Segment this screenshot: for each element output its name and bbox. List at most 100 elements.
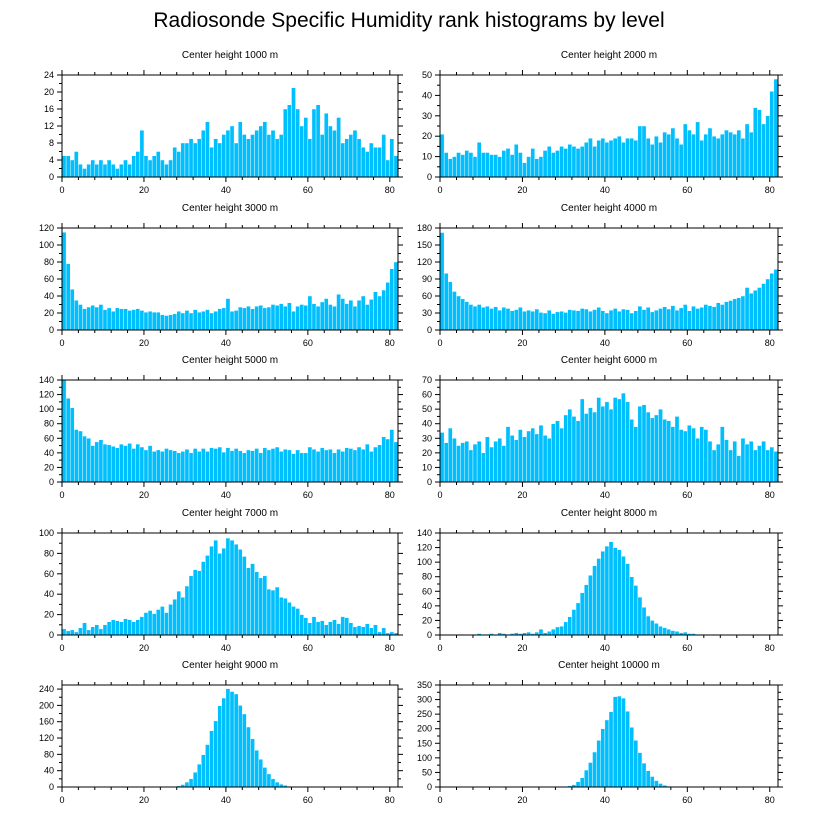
histogram-bar	[393, 155, 399, 178]
histogram-bar	[522, 162, 527, 178]
histogram-bar	[262, 767, 268, 788]
histogram-bar	[69, 289, 75, 331]
histogram-bar	[588, 407, 593, 483]
y-tick-label: 0	[427, 782, 432, 792]
panel-title: Center height 8000 m	[561, 508, 657, 519]
histogram-bar	[501, 307, 507, 331]
histogram-bar	[303, 305, 309, 331]
histogram-bar	[324, 113, 329, 178]
histogram-bar	[485, 152, 490, 178]
x-tick-label: 20	[517, 795, 527, 805]
histogram-bar	[736, 297, 742, 331]
histogram-panel: 0 20 40 60 80 0 20 40 60 80 100 120 Center height 30…	[39, 203, 403, 348]
y-tick-label: 10	[422, 152, 432, 162]
histogram-bar	[348, 448, 354, 483]
histogram-bar	[221, 451, 227, 483]
histogram-bar	[131, 448, 136, 483]
x-tick-label: 80	[765, 185, 775, 195]
histogram-bar	[106, 307, 112, 331]
histogram-panel: 0 20 40 60 80 0 4 8 12 16 20 24 Center height 1000 m	[44, 50, 403, 195]
y-tick-label: 200	[39, 700, 54, 710]
histogram-bar	[217, 308, 223, 331]
histogram-bar	[592, 565, 597, 636]
histogram-bar	[485, 436, 490, 483]
histogram-bar	[761, 123, 766, 178]
histogram-bar	[715, 138, 721, 178]
histogram-bar	[131, 155, 136, 178]
histogram-bar	[600, 551, 606, 636]
histogram-bar	[65, 155, 71, 178]
histogram-bar	[160, 451, 165, 483]
histogram-bar	[509, 435, 515, 483]
histogram-bar	[699, 140, 705, 178]
histogram-bar	[102, 443, 108, 483]
histogram-bar	[147, 311, 153, 331]
histogram-bar	[324, 624, 329, 636]
histogram-bar	[385, 159, 391, 178]
panel-title: Center height 6000 m	[561, 355, 657, 366]
histogram-bar	[505, 148, 511, 178]
y-tick-label: 50	[422, 404, 432, 414]
histogram-bar	[254, 306, 259, 331]
histogram-bar	[270, 304, 276, 331]
histogram-bar	[287, 302, 292, 331]
histogram-bar	[695, 308, 700, 331]
histogram-bar	[571, 609, 577, 636]
y-tick-label: 60	[422, 291, 432, 301]
y-tick-label: 80	[44, 548, 54, 558]
histogram-bar	[567, 309, 573, 331]
histogram-bar	[658, 408, 663, 483]
histogram-bar	[584, 413, 589, 483]
histogram-bar	[283, 449, 288, 483]
histogram-panel: 0 20 40 60 80 0 50 100 150 200 250 300 350 Center hei…	[417, 660, 783, 805]
y-tick-label: 30	[422, 111, 432, 121]
histogram-bar	[666, 308, 672, 331]
histogram-bar	[135, 619, 141, 636]
histogram-bar	[753, 290, 758, 331]
y-tick-label: 4	[49, 155, 54, 165]
histogram-bar	[303, 452, 309, 483]
histogram-panel: 0 20 40 60 80 0 10 20 30 40 50 60 70 Center height 60…	[422, 355, 783, 500]
histogram-bar	[629, 727, 634, 788]
y-tick-label: 120	[417, 543, 432, 553]
histogram-bar	[369, 451, 374, 483]
histogram-bar	[757, 445, 762, 483]
y-tick-label: 60	[422, 586, 432, 596]
histogram-bar	[106, 444, 112, 483]
histogram-bar	[489, 308, 494, 331]
histogram-bar	[633, 140, 639, 178]
histogram-bar	[629, 312, 634, 331]
histogram-bar	[311, 449, 317, 483]
histogram-bar	[481, 152, 486, 178]
histogram-bar	[757, 109, 762, 178]
histogram-bar	[176, 151, 182, 178]
y-tick-label: 40	[422, 90, 432, 100]
histogram-bar	[164, 448, 169, 483]
histogram-bar	[61, 379, 67, 483]
x-tick-label: 80	[765, 338, 775, 348]
histogram-bar	[180, 451, 186, 483]
histogram-bar	[481, 452, 486, 483]
histogram-bar	[250, 134, 255, 178]
histogram-bar	[225, 537, 231, 636]
histogram-bar	[740, 295, 746, 331]
histogram-bar	[205, 744, 210, 788]
histogram-bar	[352, 626, 358, 636]
histogram-bar	[711, 449, 717, 483]
x-tick-label: 60	[682, 490, 692, 500]
histogram-bar	[69, 407, 75, 483]
histogram-bar	[604, 719, 610, 788]
x-tick-label: 40	[221, 795, 231, 805]
histogram-bar	[456, 295, 461, 331]
histogram-bar	[625, 563, 630, 636]
histogram-bar	[360, 147, 366, 178]
histogram-bar	[221, 697, 227, 788]
histogram-bar	[250, 308, 255, 331]
histogram-bar	[650, 144, 655, 178]
x-tick-label: 40	[600, 643, 610, 653]
histogram-bar	[217, 446, 223, 483]
histogram-bar	[645, 615, 651, 636]
histogram-bar	[246, 567, 251, 636]
histogram-bar	[522, 436, 527, 483]
histogram-bar	[769, 91, 775, 178]
